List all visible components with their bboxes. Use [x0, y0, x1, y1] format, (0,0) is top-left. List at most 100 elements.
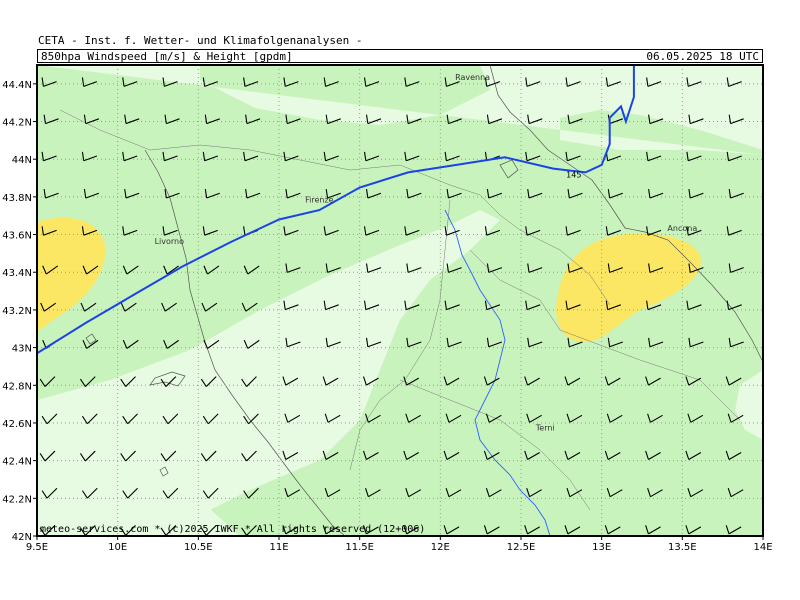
wind-barb — [525, 226, 541, 236]
lat-tick-label: 42.4N — [2, 457, 32, 468]
wind-barb — [728, 114, 744, 125]
wind-barb — [525, 300, 541, 311]
wind-barb — [648, 337, 664, 348]
wind-barb — [83, 189, 100, 199]
lon-tick-label: 9.5E — [26, 542, 48, 553]
wind-barb — [364, 413, 381, 423]
wind-barb — [527, 189, 543, 199]
wind-barb — [725, 450, 742, 460]
wind-barb-layer — [39, 77, 744, 536]
height-contour-145 — [37, 65, 635, 355]
valid-datetime: 06.05.2025 18 UTC — [646, 50, 759, 63]
wind-barb — [82, 339, 99, 349]
wind-barb — [688, 189, 704, 199]
wind-barb — [285, 114, 301, 125]
wind-barb — [564, 525, 581, 535]
wind-barb — [122, 339, 139, 349]
wind-barb — [648, 114, 664, 125]
wind-barb — [243, 265, 260, 275]
wind-barb — [362, 376, 379, 386]
wind-barb — [325, 337, 341, 348]
wind-barb — [605, 300, 621, 311]
wind-barb — [201, 302, 218, 312]
wind-barb — [645, 450, 661, 460]
wind-barb — [163, 265, 179, 275]
wind-barb — [604, 450, 621, 460]
tyrrhenian-coastline — [144, 149, 346, 536]
lat-tick-label: 42.2N — [2, 494, 32, 505]
wind-barb — [686, 77, 702, 87]
wind-barb — [362, 525, 379, 535]
wind-barb — [483, 376, 500, 386]
wind-barb — [647, 413, 663, 423]
wind-barb — [406, 114, 422, 125]
wind-barb — [200, 376, 217, 387]
wind-barb — [122, 226, 138, 236]
header-institute: CETA - Inst. f. Wetter- und Klimafolgena… — [38, 34, 363, 47]
wind-barb — [362, 450, 379, 460]
lat-tick-label: 42.6N — [2, 419, 32, 430]
wind-barb — [444, 77, 460, 87]
wind-barb — [43, 114, 59, 125]
wind-barb — [162, 151, 178, 162]
wind-barb — [204, 189, 220, 199]
wind-barb — [79, 450, 96, 462]
wind-barb — [282, 450, 299, 460]
wind-barb — [446, 114, 462, 125]
wind-barb — [243, 339, 260, 349]
wind-barb — [527, 263, 543, 273]
header-title-box: 850hpa_Windspeed_[m/s]_&_Height_[gpdm] 0… — [37, 49, 763, 63]
wind-barb — [404, 226, 420, 236]
wind-barb — [525, 151, 541, 162]
wind-barb — [243, 77, 259, 87]
wind-barb — [685, 525, 702, 535]
wind-barb — [403, 450, 420, 460]
capraia-island — [85, 333, 97, 345]
wind-barb — [363, 300, 380, 311]
lat-tick-label: 42N — [12, 532, 32, 543]
wind-barb — [41, 413, 58, 425]
wind-barb — [124, 114, 140, 125]
wind-barb — [483, 525, 500, 535]
wind-barbs — [39, 77, 744, 536]
wind-barb — [485, 487, 502, 498]
wind-barb — [325, 114, 341, 125]
wind-barb — [648, 263, 664, 273]
wind-barb — [241, 376, 257, 387]
lon-tick-label: 13.5E — [668, 542, 697, 553]
wind-barb — [243, 487, 259, 499]
wind-barb — [162, 77, 178, 87]
wind-barb — [567, 263, 583, 273]
wind-barb — [322, 525, 339, 535]
wind-barb — [164, 114, 180, 125]
wind-barb — [405, 413, 422, 423]
region-border-1 — [59, 109, 611, 306]
wind-barb — [79, 376, 96, 387]
wind-barb — [443, 450, 460, 460]
wind-barb — [202, 413, 219, 425]
low-wind-band-south — [37, 450, 240, 536]
wind-barb — [484, 300, 501, 311]
wind-barb — [325, 189, 341, 199]
wind-barb — [325, 263, 341, 273]
wind-barb — [283, 226, 299, 236]
wind-barb — [204, 114, 220, 125]
wind-barb — [363, 77, 380, 87]
wind-barb — [43, 189, 59, 199]
wind-barb — [484, 77, 501, 87]
wind-barb — [283, 300, 299, 311]
wind-barb — [566, 413, 583, 423]
wind-barb — [443, 376, 460, 386]
wind-barb — [606, 487, 623, 498]
wind-barb — [444, 226, 460, 236]
lake-trasimeno — [499, 159, 519, 179]
wind-barb — [406, 263, 422, 273]
lat-tick-label: 43.2N — [2, 306, 32, 317]
lat-tick-label: 44N — [12, 155, 32, 166]
lon-tick-label: 10E — [108, 542, 127, 553]
lat-tick-label: 43.4N — [2, 268, 32, 279]
wind-barb — [282, 525, 299, 535]
wind-barb — [164, 189, 180, 199]
wind-barb — [605, 77, 621, 87]
lon-tick-label: 12E — [431, 542, 450, 553]
